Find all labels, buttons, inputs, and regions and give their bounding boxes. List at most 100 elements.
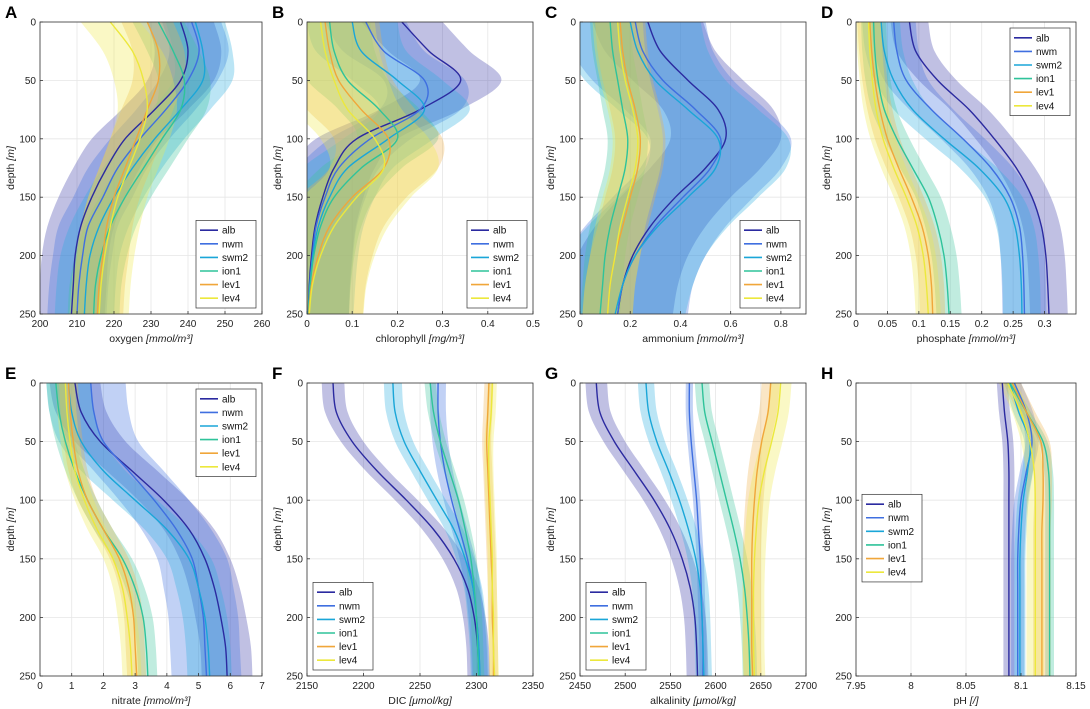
band-nwm bbox=[55, 383, 242, 676]
y-tick-label: 150 bbox=[835, 193, 852, 204]
band-ion1 bbox=[861, 22, 962, 314]
series-lines bbox=[332, 383, 496, 676]
band-swm2 bbox=[46, 383, 232, 676]
x-axis-unit: [mmol/m³] bbox=[696, 333, 745, 345]
legend-label-alb: alb bbox=[1036, 33, 1050, 44]
x-tick-label: 0.2 bbox=[623, 319, 637, 330]
line-alb bbox=[332, 383, 480, 676]
line-ion1 bbox=[429, 383, 480, 676]
legend-box bbox=[195, 388, 257, 477]
y-axis-label: depth [m] bbox=[272, 145, 284, 190]
x-tick-label: 2200 bbox=[352, 681, 375, 692]
line-lev4 bbox=[867, 22, 929, 314]
legend-label-lev1: lev1 bbox=[612, 642, 631, 653]
line-swm2 bbox=[67, 383, 211, 676]
x-tick-label: 2500 bbox=[614, 681, 637, 692]
band-lev1 bbox=[307, 22, 445, 314]
band-lev4 bbox=[742, 383, 792, 676]
y-tick-label: 150 bbox=[835, 554, 852, 565]
x-axis-name: DIC bbox=[388, 695, 409, 707]
y-axis-name: depth bbox=[545, 522, 557, 551]
panel-letter: H bbox=[821, 364, 833, 383]
y-axis-unit: [m] bbox=[272, 145, 284, 162]
line-nwm bbox=[76, 22, 200, 314]
y-tick-label: 200 bbox=[286, 251, 303, 262]
y-tick-label: 50 bbox=[25, 76, 37, 87]
x-tick-label: 0.3 bbox=[436, 319, 450, 330]
legend-label-lev1: lev1 bbox=[222, 280, 241, 291]
legend-box bbox=[466, 220, 528, 309]
y-axis-unit: [m] bbox=[821, 507, 833, 524]
legend-label-swm2: swm2 bbox=[888, 527, 915, 538]
y-tick-label: 0 bbox=[30, 379, 36, 390]
legend-label-lev4: lev4 bbox=[493, 294, 512, 305]
legend-label-alb: alb bbox=[222, 226, 236, 237]
legend-box bbox=[739, 220, 801, 309]
legend-label-lev4: lev4 bbox=[339, 656, 358, 667]
legend-label-lev4: lev4 bbox=[888, 568, 907, 579]
y-tick-label: 0 bbox=[30, 18, 36, 29]
x-axis-label: phosphate [mmol/m³] bbox=[917, 333, 1017, 345]
series-lines bbox=[307, 22, 462, 314]
x-axis-name: nitrate bbox=[112, 695, 144, 707]
legend-label-lev1: lev1 bbox=[888, 554, 907, 565]
panel-letter: E bbox=[5, 364, 16, 383]
legend-label-ion1: ion1 bbox=[1036, 74, 1055, 85]
y-tick-label: 150 bbox=[559, 193, 576, 204]
y-axis-label: depth [m] bbox=[272, 507, 284, 552]
line-nwm bbox=[90, 383, 208, 676]
uncertainty-bands bbox=[46, 383, 253, 676]
x-tick-label: 2450 bbox=[569, 681, 592, 692]
y-axis-unit: [m] bbox=[272, 507, 284, 524]
legend-label-nwm: nwm bbox=[222, 239, 243, 250]
x-tick-label: 2700 bbox=[795, 681, 818, 692]
x-axis-unit: [μmol/kg] bbox=[408, 695, 453, 707]
line-alb bbox=[70, 22, 189, 314]
x-axis-name: phosphate bbox=[917, 333, 969, 345]
panel-letter: C bbox=[545, 3, 557, 22]
axes-frame bbox=[306, 21, 534, 315]
y-tick-label: 0 bbox=[297, 379, 303, 390]
x-axis-label: nitrate [mmol/m³] bbox=[112, 695, 192, 707]
line-ion1 bbox=[701, 383, 751, 676]
legend-label-nwm: nwm bbox=[222, 408, 243, 419]
legend-label-nwm: nwm bbox=[888, 513, 909, 524]
x-tick-label: 2600 bbox=[704, 681, 727, 692]
line-lev1 bbox=[869, 22, 934, 314]
legend-label-ion1: ion1 bbox=[222, 435, 241, 446]
legend-label-nwm: nwm bbox=[339, 601, 360, 612]
x-axis-unit: [mmol/m³] bbox=[968, 333, 1017, 345]
line-alb bbox=[307, 22, 462, 314]
y-tick-label: 250 bbox=[559, 672, 576, 683]
y-tick-label: 250 bbox=[286, 310, 303, 321]
y-tick-label: 50 bbox=[25, 437, 37, 448]
x-tick-label: 0.3 bbox=[1038, 319, 1052, 330]
band-swm2 bbox=[54, 22, 235, 314]
line-nwm bbox=[1013, 383, 1033, 676]
x-tick-label: 2300 bbox=[465, 681, 488, 692]
y-tick-label: 0 bbox=[297, 18, 303, 29]
y-tick-label: 150 bbox=[19, 193, 36, 204]
panel-letter: F bbox=[272, 364, 282, 383]
y-tick-label: 50 bbox=[292, 76, 304, 87]
band-alb bbox=[307, 22, 502, 314]
line-nwm bbox=[893, 22, 1026, 314]
x-axis-label: ammonium [mmol/m³] bbox=[642, 333, 745, 345]
x-tick-label: 0.2 bbox=[390, 319, 404, 330]
panel-letter: A bbox=[5, 3, 17, 22]
panel-d: 0 0.05 0.1 0.15 0.2 0.25 0.3 0 50 100 150 200 250 pho… bbox=[821, 3, 1077, 345]
legend: alb nwm swm2 ion1 lev1 lev4 bbox=[195, 388, 257, 477]
y-tick-label: 0 bbox=[846, 379, 852, 390]
series-lines bbox=[1001, 383, 1051, 676]
line-alb bbox=[1001, 383, 1010, 676]
y-tick-label: 250 bbox=[19, 310, 36, 321]
legend-label-swm2: swm2 bbox=[766, 253, 793, 264]
x-axis-label: pH [/] bbox=[953, 695, 979, 707]
legend-label-nwm: nwm bbox=[493, 239, 514, 250]
x-axis-name: alkalinity bbox=[650, 695, 693, 707]
y-tick-label: 100 bbox=[286, 134, 303, 145]
x-axis-label: oxygen [mmol/m³] bbox=[109, 333, 194, 345]
band-nwm bbox=[1007, 383, 1039, 676]
x-axis-unit: [mmol/m³] bbox=[145, 333, 194, 345]
y-tick-label: 150 bbox=[286, 193, 303, 204]
